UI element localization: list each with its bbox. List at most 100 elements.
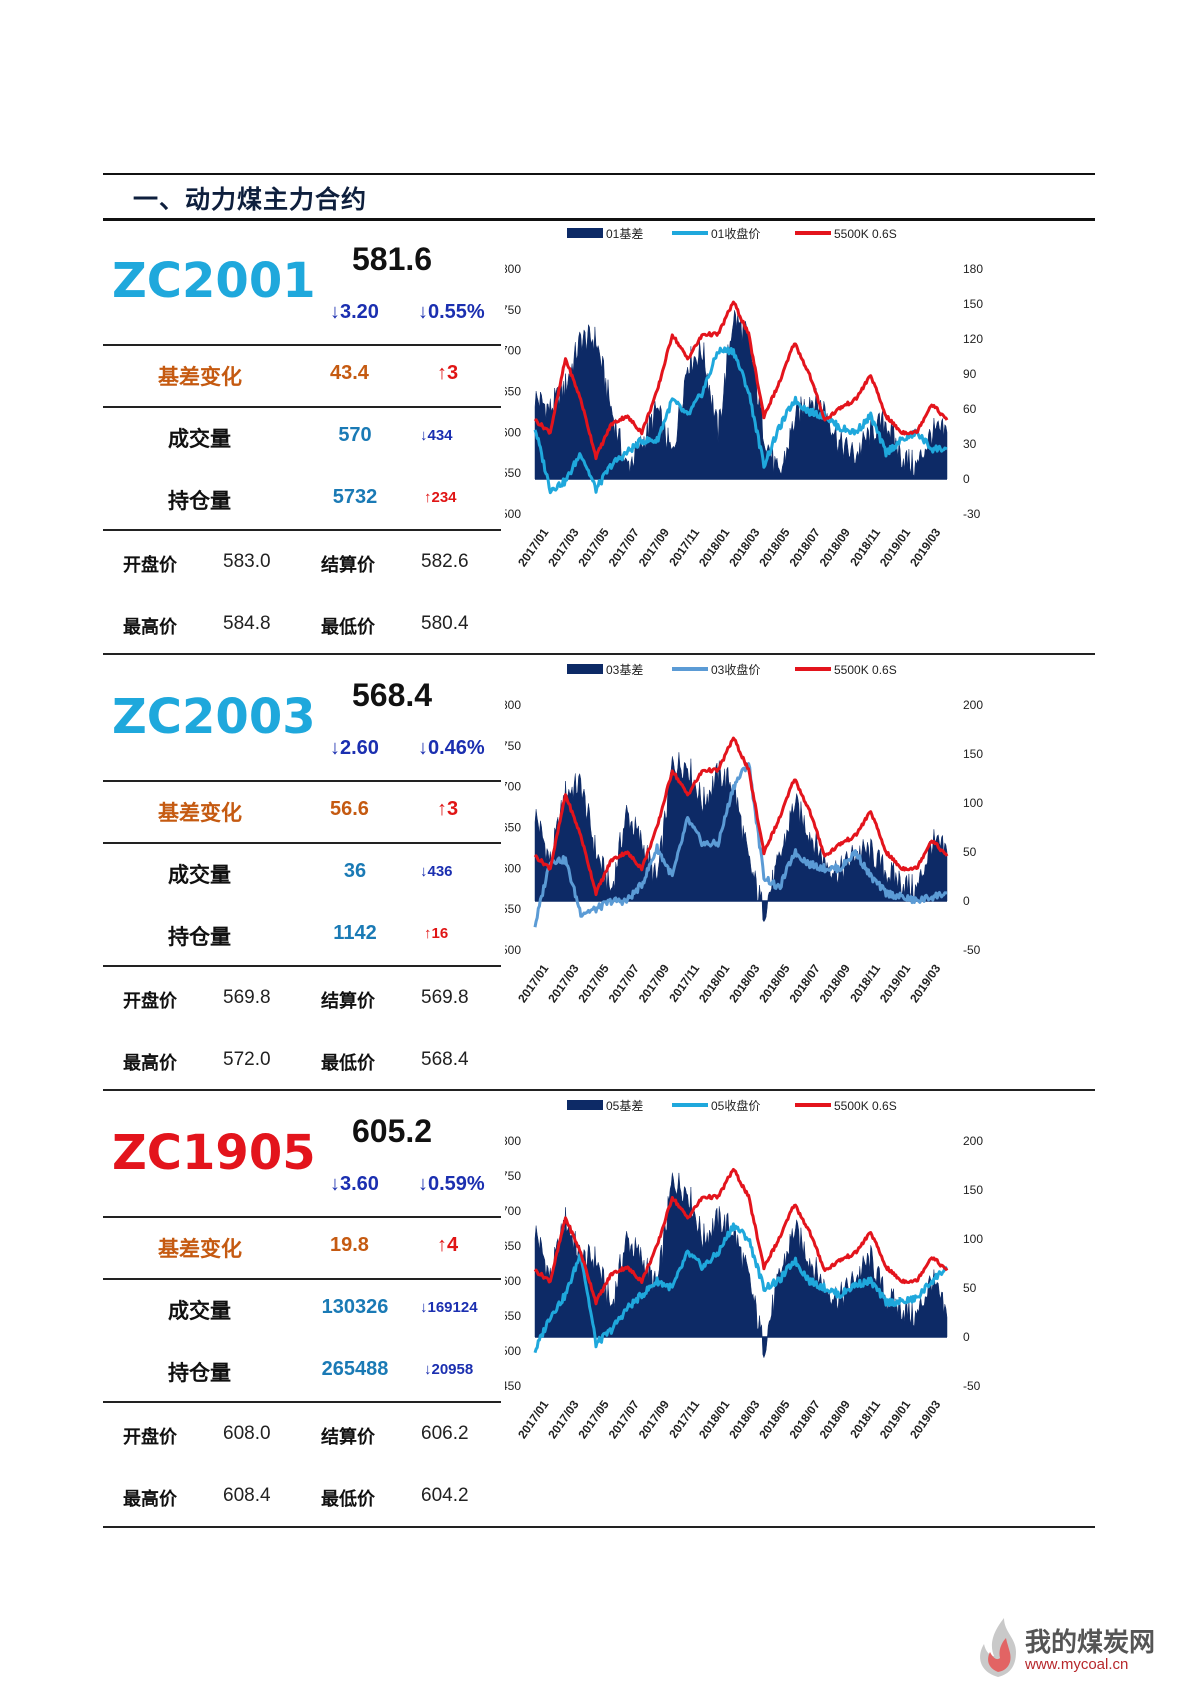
y-right-tick-label: 120 xyxy=(963,332,983,346)
legend-label: 5500K 0.6S xyxy=(834,227,897,241)
open-interest-change: ↑234 xyxy=(424,489,457,506)
legend-swatch xyxy=(672,1103,708,1107)
basis-value: 56.6 xyxy=(330,798,369,820)
volume-change: ↓169124 xyxy=(420,1299,478,1316)
basis-change: ↑3 xyxy=(437,798,459,820)
legend-item: 03基差 xyxy=(567,663,643,677)
basis-label: 基差变化 xyxy=(158,801,242,825)
settle-price-label: 结算价 xyxy=(321,991,375,1012)
legend-item: 01基差 xyxy=(567,227,643,241)
spot-price-line xyxy=(533,1167,949,1306)
y-right-tick-label: 100 xyxy=(963,796,983,810)
y-right-tick-label: 100 xyxy=(963,1232,983,1246)
settle-price-value: 582.6 xyxy=(421,551,469,572)
basis-area xyxy=(534,1172,948,1359)
price-change-pct: ↓0.55% xyxy=(418,301,485,323)
row-divider xyxy=(103,1216,501,1218)
y-left-tick-label: 750 xyxy=(505,303,521,317)
y-right-tick-label: 150 xyxy=(963,747,983,761)
title-rule xyxy=(103,218,1095,221)
high-price-value: 572.0 xyxy=(223,1049,271,1070)
close-price-line xyxy=(533,762,948,928)
high-price-label: 最高价 xyxy=(123,617,177,638)
x-tick-label: 2018/09 xyxy=(817,961,854,1005)
settle-price-value: 606.2 xyxy=(421,1423,469,1444)
y-right-tick-label: 0 xyxy=(963,472,970,486)
y-right-tick-label: -30 xyxy=(963,507,981,521)
y-left-tick-label: 800 xyxy=(505,698,521,712)
y-left-tick-label: 600 xyxy=(505,1274,521,1288)
legend-label: 5500K 0.6S xyxy=(834,1099,897,1113)
spot-price-line xyxy=(533,736,949,897)
settle-price-label: 结算价 xyxy=(321,555,375,576)
open-interest-value: 5732 xyxy=(332,486,378,508)
basis-label: 基差变化 xyxy=(158,1237,242,1261)
open-interest-label: 持仓量 xyxy=(168,1361,231,1385)
y-left-tick-label: 800 xyxy=(505,1134,521,1148)
volume-value: 570 xyxy=(338,424,372,446)
y-left-tick-label: 500 xyxy=(505,1344,521,1358)
y-right-tick-label: -50 xyxy=(963,943,981,957)
y-left-tick-label: 700 xyxy=(505,1204,521,1218)
row-divider xyxy=(103,1278,501,1280)
y-left-tick-label: 650 xyxy=(505,821,521,835)
y-right-tick-label: 60 xyxy=(963,402,977,416)
y-right-tick-label: 180 xyxy=(963,262,983,276)
y-left-tick-label: 750 xyxy=(505,1169,521,1183)
legend-swatch xyxy=(567,1100,603,1110)
y-right-tick-label: 50 xyxy=(963,845,977,859)
y-right-tick-label: 50 xyxy=(963,1281,977,1295)
open-interest-change: ↓20958 xyxy=(424,1361,474,1378)
row-divider xyxy=(103,1401,501,1403)
x-tick-label: 2017/09 xyxy=(636,1397,673,1441)
row-divider xyxy=(103,780,501,782)
contract-code: ZC2003 xyxy=(112,689,316,745)
low-price-value: 568.4 xyxy=(421,1049,469,1070)
open-price-label: 开盘价 xyxy=(123,1427,177,1448)
legend-swatch xyxy=(567,664,603,674)
section-rule xyxy=(103,1526,1095,1528)
y-left-tick-label: 700 xyxy=(505,344,521,358)
close-price-line xyxy=(533,1222,948,1354)
basis-change: ↑3 xyxy=(437,362,459,384)
open-interest-value: 1142 xyxy=(333,922,377,944)
basis-area xyxy=(534,310,948,480)
x-tick-label: 2019/03 xyxy=(907,525,944,569)
open-price-label: 开盘价 xyxy=(123,555,177,576)
legend-item: 5500K 0.6S xyxy=(795,227,897,241)
row-divider xyxy=(103,406,501,408)
low-price-label: 最低价 xyxy=(321,1053,375,1074)
settle-price-label: 结算价 xyxy=(321,1427,375,1448)
legend-label: 01基差 xyxy=(606,227,643,241)
open-interest-change: ↑16 xyxy=(424,925,449,942)
x-tick-label: 2019/03 xyxy=(907,1397,944,1441)
open-price-value: 569.8 xyxy=(223,987,271,1008)
volume-label: 成交量 xyxy=(168,427,231,451)
low-price-label: 最低价 xyxy=(321,1489,375,1510)
open-price-value: 583.0 xyxy=(223,551,271,572)
low-price-value: 580.4 xyxy=(421,613,469,634)
y-left-tick-label: 650 xyxy=(505,1239,521,1253)
flame-logo-icon xyxy=(980,1618,1016,1677)
legend-swatch xyxy=(567,228,603,238)
top-rule xyxy=(103,173,1095,175)
section-title: 一、动力煤主力合约 xyxy=(133,185,368,214)
y-left-tick-label: 700 xyxy=(505,780,521,794)
y-right-tick-label: 200 xyxy=(963,1134,983,1148)
volume-change: ↓436 xyxy=(420,863,453,880)
low-price-label: 最低价 xyxy=(321,617,375,638)
y-left-tick-label: 650 xyxy=(505,385,521,399)
basis-value: 19.8 xyxy=(330,1234,369,1256)
price-change: ↓3.20 xyxy=(330,301,379,323)
legend-item: 5500K 0.6S xyxy=(795,1099,897,1113)
high-price-value: 584.8 xyxy=(223,613,271,634)
last-price: 581.6 xyxy=(352,241,433,277)
x-tick-label: 2018/09 xyxy=(817,525,854,569)
legend-label: 01收盘价 xyxy=(711,226,760,241)
open-price-label: 开盘价 xyxy=(123,991,177,1012)
volume-value: 36 xyxy=(343,860,367,882)
open-interest-label: 持仓量 xyxy=(168,489,231,513)
x-tick-label: 2017/09 xyxy=(636,961,673,1005)
x-tick-label: 2017/09 xyxy=(636,525,673,569)
row-divider xyxy=(103,344,501,346)
